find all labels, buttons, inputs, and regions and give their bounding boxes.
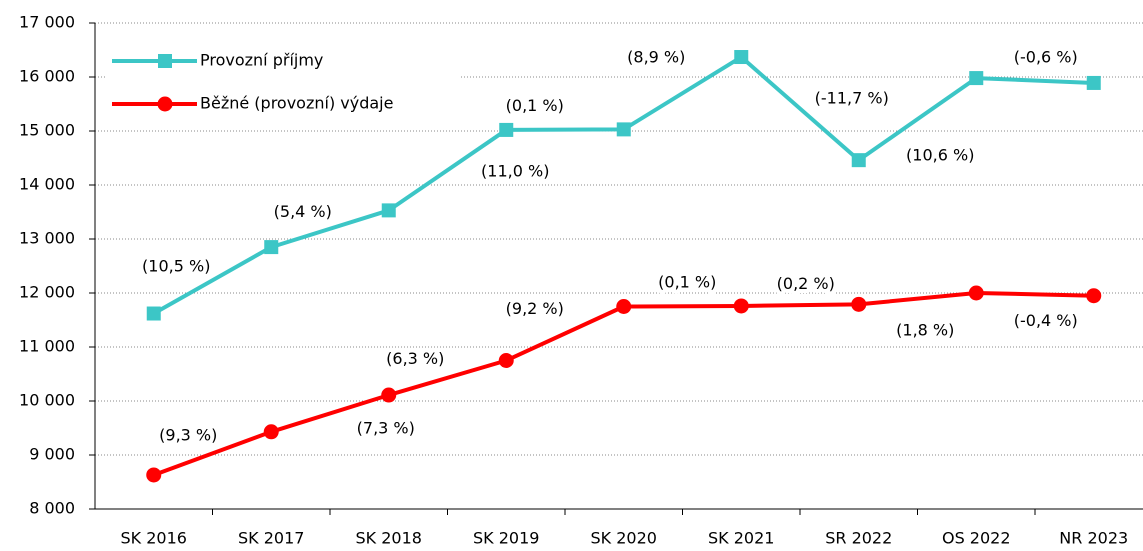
y-tick-label: 12 000: [19, 283, 75, 302]
x-tick-label: NR 2023: [1059, 529, 1128, 548]
data-label: (8,9 %): [627, 48, 685, 67]
x-tick-label: SR 2022: [825, 529, 892, 548]
x-tick-label: SK 2019: [473, 529, 539, 548]
x-tick-label: SK 2018: [356, 529, 422, 548]
marker: [734, 50, 749, 65]
legend-marker: [157, 96, 173, 112]
marker: [616, 299, 632, 314]
y-tick-label: 14 000: [19, 175, 75, 194]
data-label: (-0,6 %): [1014, 47, 1078, 66]
data-label: (0,1 %): [658, 272, 716, 291]
marker: [263, 424, 279, 440]
legend-marker: [158, 54, 172, 68]
x-tick-label: SK 2016: [121, 529, 187, 548]
marker: [381, 203, 396, 218]
marker: [499, 122, 514, 137]
y-tick-label: 8 000: [29, 499, 75, 518]
marker: [851, 296, 867, 312]
marker: [851, 153, 866, 168]
legend-label: Provozní příjmy: [200, 51, 323, 70]
marker: [264, 240, 279, 255]
x-tick-label: OS 2022: [942, 529, 1011, 548]
marker: [616, 122, 631, 137]
data-label: (11,0 %): [481, 161, 549, 180]
legend-label: Běžné (provozní) výdaje: [200, 94, 393, 113]
data-label: (6,3 %): [386, 349, 444, 368]
x-tick-label: SK 2017: [238, 529, 304, 548]
data-label: (1,8 %): [896, 321, 954, 340]
y-tick-label: 10 000: [19, 391, 75, 410]
data-label: (0,2 %): [777, 274, 835, 293]
marker: [381, 387, 397, 403]
marker: [968, 285, 984, 301]
data-label: (-11,7 %): [815, 89, 889, 108]
x-tick-label: SK 2020: [591, 529, 657, 548]
data-label: (-0,4 %): [1014, 311, 1078, 330]
y-tick-label: 13 000: [19, 229, 75, 248]
marker: [1086, 288, 1102, 304]
data-label: (7,3 %): [357, 419, 415, 438]
marker: [1086, 75, 1101, 90]
y-tick-label: 15 000: [19, 121, 75, 140]
data-label: (9,3 %): [159, 425, 217, 444]
y-tick-label: 16 000: [19, 67, 75, 86]
marker: [498, 353, 514, 368]
y-tick-label: 11 000: [19, 337, 75, 356]
data-label: (9,2 %): [506, 299, 564, 318]
marker: [146, 467, 162, 483]
data-label: (5,4 %): [274, 202, 332, 221]
data-label: (10,6 %): [906, 146, 974, 165]
marker: [146, 306, 161, 321]
marker: [969, 71, 984, 86]
y-tick-label: 17 000: [19, 13, 75, 32]
y-tick-label: 9 000: [29, 445, 75, 464]
data-label: (0,1 %): [506, 96, 564, 115]
data-label: (10,5 %): [142, 257, 210, 276]
x-tick-label: SK 2021: [708, 529, 774, 548]
marker: [733, 298, 749, 314]
